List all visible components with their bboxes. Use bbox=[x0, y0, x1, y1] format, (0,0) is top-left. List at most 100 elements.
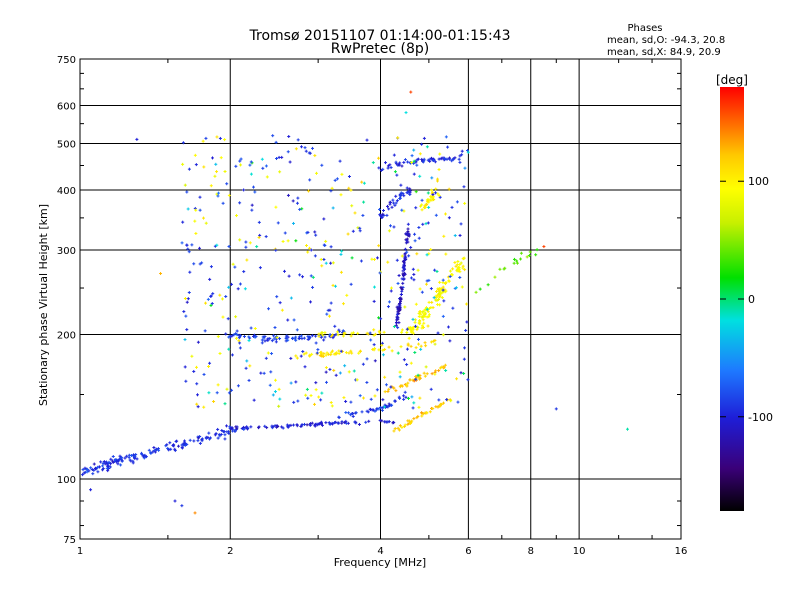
data-point bbox=[419, 204, 423, 208]
data-point bbox=[437, 398, 441, 402]
data-point bbox=[456, 400, 460, 404]
data-point bbox=[253, 335, 257, 339]
chart-title: Tromsø 20151107 01:14:00-01:15:43 bbox=[249, 28, 511, 44]
data-point bbox=[433, 160, 437, 164]
data-point bbox=[286, 239, 290, 243]
data-point bbox=[247, 339, 251, 343]
data-point bbox=[219, 156, 223, 160]
data-point bbox=[286, 318, 290, 322]
data-point bbox=[411, 331, 415, 335]
data-point bbox=[209, 303, 213, 307]
data-point bbox=[322, 217, 326, 221]
data-point bbox=[213, 174, 217, 178]
data-point bbox=[417, 375, 421, 379]
data-point bbox=[319, 398, 323, 402]
data-point bbox=[434, 369, 438, 373]
data-point bbox=[215, 170, 219, 174]
data-point bbox=[412, 379, 416, 383]
data-point bbox=[362, 396, 366, 400]
data-point bbox=[442, 299, 446, 303]
data-point bbox=[426, 310, 430, 314]
data-point bbox=[258, 266, 262, 270]
data-point bbox=[274, 248, 278, 252]
data-point bbox=[242, 188, 246, 192]
data-point bbox=[224, 295, 228, 299]
data-point bbox=[398, 197, 402, 201]
data-point bbox=[434, 298, 438, 302]
data-point bbox=[340, 421, 344, 425]
data-point bbox=[230, 388, 234, 392]
data-point bbox=[286, 338, 290, 342]
data-point bbox=[224, 332, 228, 336]
data-point bbox=[447, 279, 451, 283]
data-point bbox=[310, 334, 314, 338]
data-point bbox=[202, 372, 206, 376]
data-point bbox=[411, 317, 415, 321]
data-point bbox=[444, 252, 448, 256]
data-point bbox=[410, 160, 414, 164]
data-point bbox=[399, 193, 403, 197]
data-point bbox=[438, 403, 442, 407]
data-point bbox=[267, 307, 271, 311]
data-point bbox=[394, 194, 398, 198]
data-point bbox=[377, 156, 381, 160]
data-point bbox=[388, 200, 392, 204]
data-point bbox=[252, 398, 256, 402]
data-point bbox=[257, 426, 261, 430]
data-point bbox=[308, 423, 312, 427]
data-point bbox=[415, 163, 419, 167]
data-point bbox=[429, 340, 433, 344]
data-point bbox=[211, 292, 215, 296]
data-point bbox=[402, 259, 406, 263]
data-point bbox=[380, 343, 384, 347]
data-point bbox=[230, 353, 234, 357]
data-point bbox=[90, 468, 94, 472]
data-point bbox=[234, 336, 238, 340]
data-point bbox=[227, 347, 231, 351]
data-point bbox=[281, 426, 285, 430]
data-point bbox=[245, 359, 249, 363]
data-point bbox=[259, 371, 263, 375]
data-point bbox=[512, 261, 516, 265]
data-point bbox=[415, 327, 419, 331]
data-point bbox=[360, 180, 364, 184]
data-point bbox=[396, 309, 400, 313]
data-point bbox=[396, 426, 400, 430]
data-point bbox=[379, 214, 383, 218]
data-point bbox=[377, 348, 381, 352]
data-point bbox=[379, 317, 383, 321]
data-point bbox=[347, 186, 351, 190]
data-point bbox=[377, 166, 381, 170]
data-point bbox=[289, 356, 293, 360]
data-point bbox=[458, 270, 462, 274]
data-point bbox=[294, 239, 298, 243]
data-point bbox=[334, 373, 338, 377]
data-point bbox=[401, 192, 405, 196]
data-point bbox=[304, 149, 308, 153]
data-point bbox=[280, 155, 284, 159]
data-point bbox=[231, 262, 235, 266]
data-point bbox=[625, 427, 629, 431]
data-point bbox=[362, 200, 366, 204]
data-point bbox=[119, 463, 123, 467]
data-point bbox=[204, 221, 208, 225]
data-point bbox=[453, 156, 457, 160]
data-point bbox=[302, 352, 306, 356]
data-point bbox=[233, 265, 237, 269]
data-point bbox=[344, 399, 348, 403]
data-point bbox=[412, 161, 416, 165]
data-point bbox=[313, 254, 317, 258]
data-point bbox=[420, 326, 424, 330]
data-point bbox=[434, 213, 438, 217]
data-point bbox=[425, 307, 429, 311]
data-point bbox=[351, 229, 355, 233]
data-point bbox=[406, 227, 410, 231]
data-point bbox=[317, 395, 321, 399]
data-point bbox=[144, 455, 148, 459]
data-point bbox=[464, 328, 468, 332]
data-point bbox=[409, 90, 413, 94]
data-point bbox=[374, 408, 378, 412]
data-point bbox=[414, 206, 418, 210]
data-point bbox=[96, 470, 100, 474]
